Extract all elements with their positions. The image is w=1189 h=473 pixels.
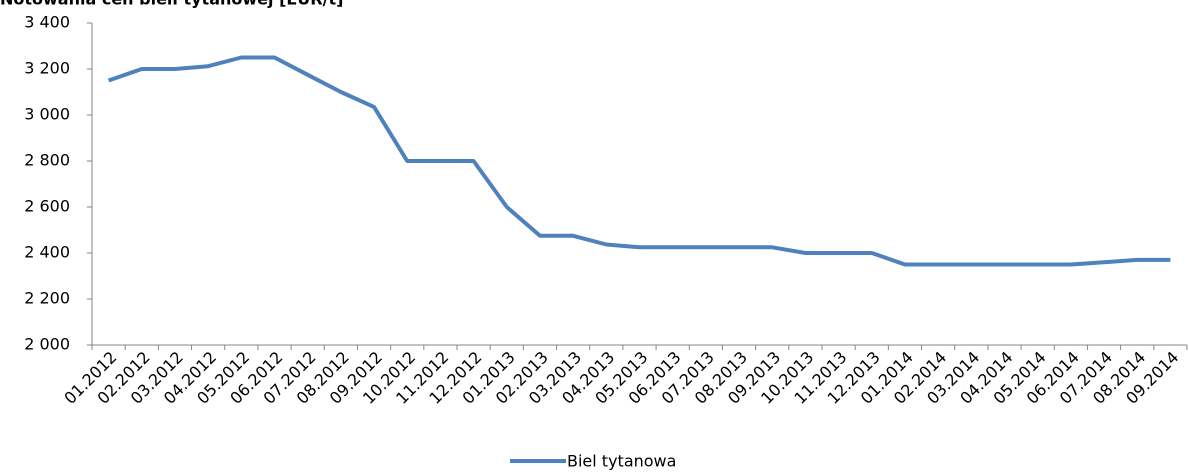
y-tick-label: 2 000 [24, 335, 70, 354]
y-tick-label: 2 200 [24, 289, 70, 308]
chart-title: Notowania cen bieli tytanowej [EUR/t] [0, 0, 343, 9]
y-tick-label: 2 800 [24, 151, 70, 170]
y-tick-label: 2 600 [24, 197, 70, 216]
y-tick-label: 3 000 [24, 105, 70, 124]
y-tick-label: 3 400 [24, 13, 70, 32]
line-series [107, 55, 1171, 267]
y-tick-label: 2 400 [24, 243, 70, 262]
y-tick-label: 3 200 [24, 59, 70, 78]
legend-label: Biel tytanowa [567, 452, 676, 471]
